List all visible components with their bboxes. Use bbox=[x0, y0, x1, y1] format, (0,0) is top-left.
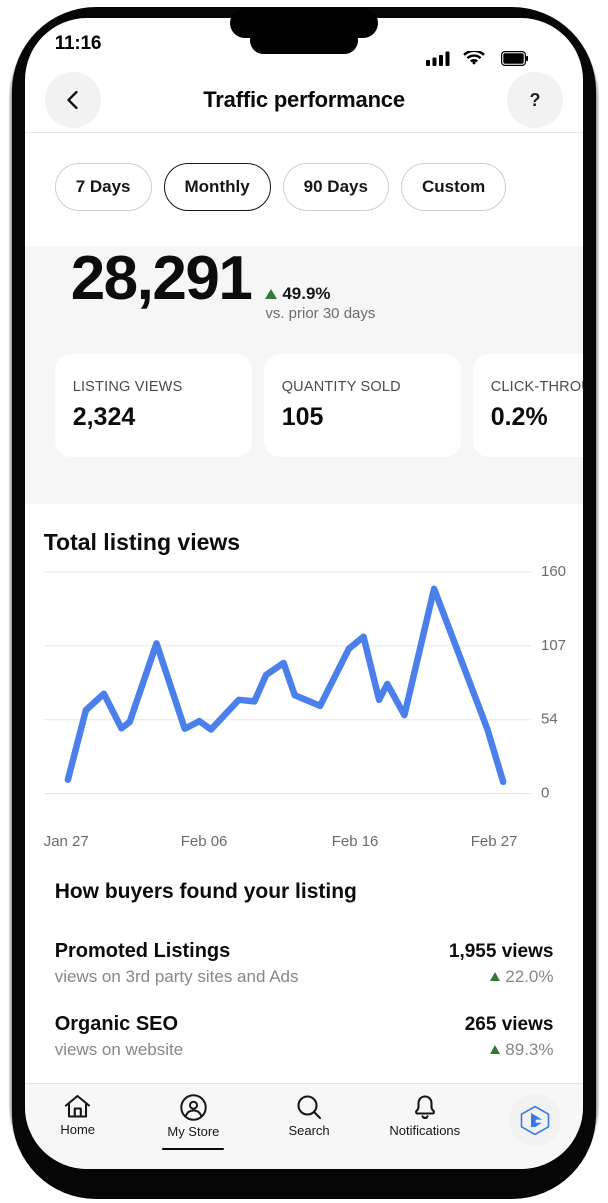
svg-text:107: 107 bbox=[541, 636, 566, 653]
svg-text:160: 160 bbox=[541, 563, 566, 580]
svg-text:0: 0 bbox=[541, 784, 549, 801]
svg-text:54: 54 bbox=[541, 710, 558, 727]
svg-text:?: ? bbox=[530, 90, 541, 110]
